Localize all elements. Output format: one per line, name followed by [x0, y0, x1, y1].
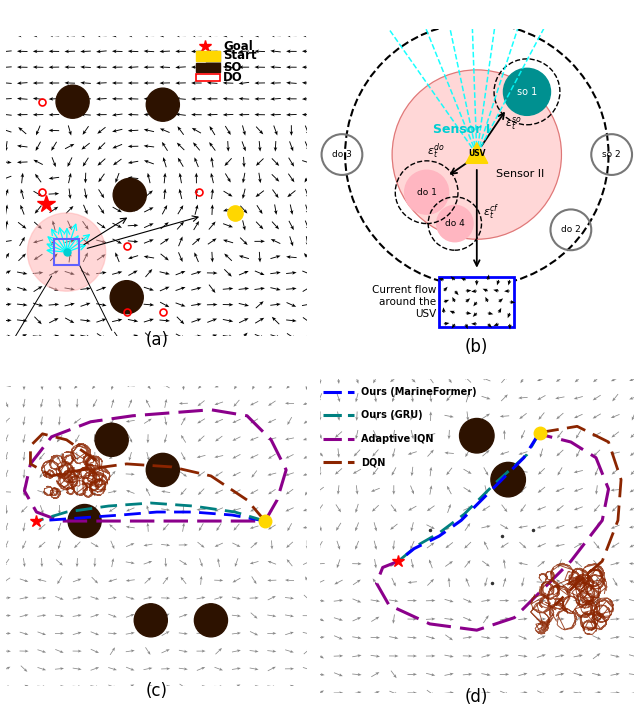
Text: $\epsilon_t^{so}$: $\epsilon_t^{so}$ [505, 115, 522, 132]
Text: Sensor I: Sensor I [433, 123, 490, 136]
Text: Sensor II: Sensor II [495, 168, 544, 178]
Circle shape [28, 213, 106, 291]
Text: Current flow
around the
USV: Current flow around the USV [372, 285, 436, 318]
Text: Goal: Goal [223, 40, 253, 53]
Text: so 2: so 2 [602, 150, 621, 159]
Text: (a): (a) [145, 331, 168, 349]
Text: do 4: do 4 [445, 219, 465, 228]
Circle shape [134, 604, 167, 637]
Circle shape [460, 419, 494, 453]
Text: do 2: do 2 [561, 225, 580, 235]
Text: Ours (MarineFormer): Ours (MarineFormer) [361, 387, 476, 397]
Bar [196, 51, 220, 61]
Bar [196, 64, 220, 71]
Circle shape [491, 462, 525, 497]
Circle shape [113, 178, 147, 212]
Circle shape [110, 281, 143, 314]
Circle shape [68, 505, 101, 538]
Text: (c): (c) [146, 682, 168, 700]
Text: do 1: do 1 [417, 188, 436, 196]
Circle shape [195, 604, 227, 637]
Bar [207, 51, 220, 63]
Bar [54, 239, 79, 265]
Circle shape [436, 205, 473, 242]
Text: so 1: so 1 [517, 87, 537, 97]
Circle shape [56, 85, 89, 118]
Circle shape [504, 69, 550, 116]
Text: do 3: do 3 [332, 150, 352, 159]
Circle shape [404, 170, 449, 214]
Text: DO: DO [223, 71, 243, 84]
Text: Start: Start [223, 50, 257, 63]
Text: USV: USV [468, 149, 486, 158]
Text: (b): (b) [465, 338, 488, 356]
Bar [196, 74, 220, 82]
Text: Adaptive IQN: Adaptive IQN [361, 434, 433, 444]
Bar [439, 277, 515, 327]
Circle shape [95, 423, 128, 456]
Polygon shape [466, 143, 488, 163]
Circle shape [392, 70, 561, 239]
Text: Ours (GRU): Ours (GRU) [361, 410, 422, 420]
Circle shape [147, 453, 179, 487]
Text: (d): (d) [465, 688, 488, 706]
Text: DQN: DQN [361, 458, 385, 467]
Text: SO: SO [223, 61, 241, 74]
Circle shape [147, 88, 179, 121]
Text: $\epsilon_t^{do}$: $\epsilon_t^{do}$ [427, 142, 444, 161]
Text: $\epsilon_t^{cf}$: $\epsilon_t^{cf}$ [483, 202, 500, 222]
